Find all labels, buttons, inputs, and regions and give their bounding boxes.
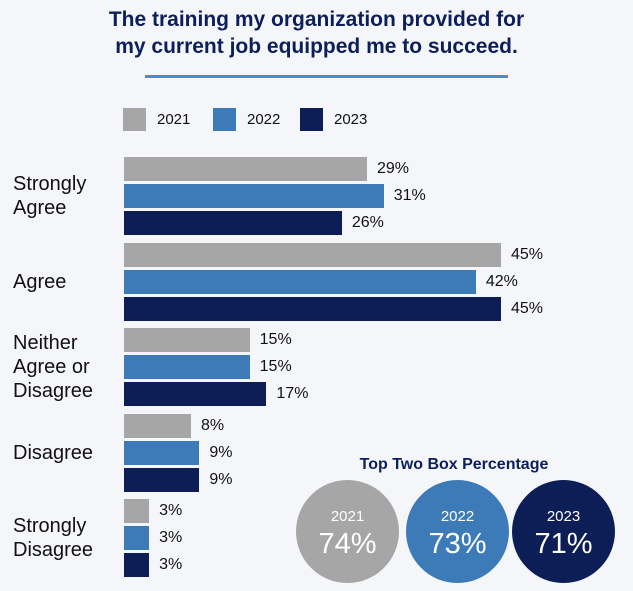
value-label-disagree-2021: 8%: [201, 416, 225, 434]
value-label-strongly-disagree-2021: 3%: [159, 502, 183, 519]
bar-strongly-agree-2022: [124, 184, 384, 208]
bar-neither-agree-or-disagree-2022: [124, 355, 250, 379]
legend-swatch-2021: [123, 107, 146, 131]
legend-item-2023: 2023: [300, 106, 367, 132]
category-label-agree: Agree: [13, 270, 67, 293]
bar-agree-2023: [124, 296, 501, 321]
category-label-strongly-disagree: Strongly Disagree: [13, 515, 94, 561]
value-label-neither-agree-or-disagree-2022: 15%: [259, 358, 292, 375]
bar-disagree-2023: [124, 467, 200, 492]
legend-swatch-2022: [213, 107, 236, 131]
bar-agree-2022: [124, 269, 476, 294]
category-label-neither-agree-or-disagree: Neither Agree or Disagree: [13, 332, 94, 402]
value-label-disagree-2023: 9%: [209, 470, 233, 488]
bar-strongly-disagree-2023: [124, 553, 150, 577]
top-two-box-year-2023: 2023: [546, 508, 581, 525]
value-label-strongly-agree-2022: 31%: [393, 187, 426, 204]
top-two-box-circle-2023: 2023 71%: [512, 480, 615, 583]
top-two-box-year-2022: 2022: [440, 508, 475, 525]
bar-agree-2021: [124, 242, 501, 267]
value-label-agree-2021: 45%: [511, 245, 544, 263]
bar-disagree-2021: [124, 413, 192, 438]
value-label-neither-agree-or-disagree-2021: 15%: [259, 331, 292, 348]
value-label-strongly-agree-2021: 29%: [376, 160, 409, 177]
title-underline: [145, 75, 508, 78]
legend-label-2022: 2022: [247, 110, 281, 128]
legend-item-2022: 2022: [213, 106, 280, 132]
bar-strongly-disagree-2022: [124, 526, 150, 550]
top-two-box-value-2021: 74%: [318, 528, 377, 560]
top-two-box-circle-2022: 2022 73%: [406, 480, 509, 583]
value-label-disagree-2022: 9%: [209, 443, 233, 461]
bar-strongly-agree-2021: [124, 157, 367, 181]
legend-label-2023: 2023: [334, 110, 368, 128]
value-label-strongly-disagree-2022: 3%: [159, 529, 183, 546]
legend-label-2021: 2021: [157, 110, 191, 128]
value-label-strongly-agree-2023: 26%: [351, 214, 384, 231]
category-label-strongly-agree: Strongly Agree: [13, 173, 87, 219]
chart-title-line-1: The training my organization provided fo…: [108, 8, 525, 31]
legend-swatch-2023: [300, 107, 323, 131]
top-two-box-value-2023: 71%: [534, 528, 593, 560]
top-two-box-title: Top Two Box Percentage: [359, 456, 549, 473]
bar-neither-agree-or-disagree-2023: [124, 382, 267, 406]
category-label-disagree: Disagree: [13, 441, 94, 464]
value-label-neither-agree-or-disagree-2023: 17%: [276, 385, 309, 402]
top-two-box-year-2021: 2021: [330, 508, 365, 525]
value-label-agree-2023: 45%: [511, 299, 544, 317]
bar-strongly-agree-2023: [124, 211, 342, 235]
top-two-box-circle-2021: 2021 74%: [296, 480, 399, 583]
bar-neither-agree-or-disagree-2021: [124, 328, 250, 352]
value-label-strongly-disagree-2023: 3%: [159, 556, 183, 573]
chart-title: The training my organization provided fo…: [0, 6, 633, 60]
legend-item-2021: 2021: [123, 106, 190, 132]
value-label-agree-2022: 42%: [485, 272, 518, 290]
chart-title-line-2: my current job equipped me to succeed.: [115, 35, 518, 58]
bar-strongly-disagree-2021: [124, 499, 150, 523]
top-two-box-value-2022: 73%: [428, 528, 487, 560]
bar-disagree-2022: [124, 440, 200, 465]
